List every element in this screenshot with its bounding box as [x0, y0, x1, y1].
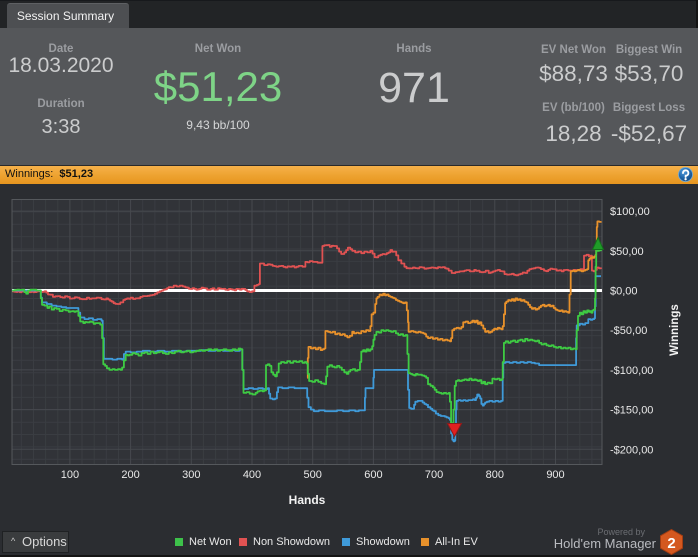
svg-text:100: 100	[61, 469, 79, 481]
svg-text:800: 800	[486, 469, 504, 481]
svg-text:200: 200	[121, 469, 139, 481]
svg-text:700: 700	[425, 469, 443, 481]
svg-text:-$150,00: -$150,00	[610, 405, 653, 417]
svg-text:$100,00: $100,00	[610, 206, 650, 218]
svg-text:Winnings: Winnings	[669, 304, 681, 356]
svg-text:Hands: Hands	[289, 493, 326, 507]
svg-text:-$50,00: -$50,00	[610, 325, 647, 337]
svg-text:300: 300	[182, 469, 200, 481]
svg-text:$0,00: $0,00	[610, 286, 638, 298]
svg-text:600: 600	[364, 469, 382, 481]
svg-text:400: 400	[243, 469, 261, 481]
svg-text:$50,00: $50,00	[610, 246, 644, 258]
svg-text:-$100,00: -$100,00	[610, 365, 653, 377]
svg-text:500: 500	[304, 469, 322, 481]
svg-text:-$200,00: -$200,00	[610, 444, 653, 456]
svg-text:900: 900	[546, 469, 564, 481]
svg-text:2: 2	[667, 535, 675, 552]
